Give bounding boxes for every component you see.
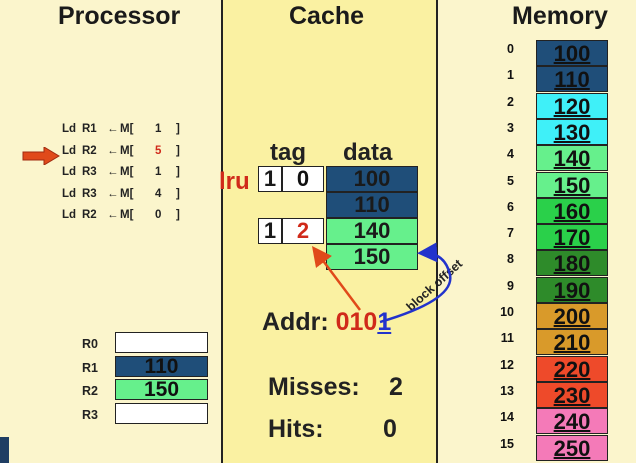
processor-title: Processor [58, 2, 181, 30]
memory-word: 130 [536, 118, 608, 145]
memory-address: 14 [500, 410, 514, 425]
instruction-address: 1 [155, 166, 162, 178]
cache-data-word: 140 [326, 218, 418, 244]
instruction-mem: M[ [120, 123, 134, 135]
memory-address: 7 [507, 226, 514, 241]
memory-address: 13 [500, 383, 514, 398]
processor-panel: Processor [0, 0, 221, 463]
register-value: 110 [115, 355, 208, 377]
cache-title: Cache [289, 2, 365, 30]
instruction-arrow: ← [107, 187, 119, 200]
memory-address: 8 [507, 252, 514, 267]
memory-address: 2 [507, 94, 514, 109]
instruction-address: 0 [155, 209, 162, 221]
hits-label: Hits: [268, 415, 324, 443]
memory-word: 200 [536, 303, 608, 329]
instruction-register: R2 [82, 209, 97, 221]
current-instruction-arrow-icon [22, 147, 60, 165]
misses-label: Misses: [268, 373, 360, 401]
instruction-op: Ld [62, 166, 77, 178]
instruction-op: Ld [62, 123, 77, 135]
memory-word: 190 [536, 276, 608, 303]
cache-data-word: 100 [326, 166, 418, 192]
misses-count: 2 [389, 373, 403, 401]
memory-address: 3 [507, 120, 514, 135]
memory-word: 140 [536, 145, 608, 172]
memory-word: 100 [536, 40, 608, 66]
instruction-close: ] [176, 187, 180, 200]
register-value [115, 402, 208, 424]
memory-word: 150 [536, 171, 608, 198]
memory-word: 170 [536, 224, 608, 251]
register-label: R1 [82, 360, 98, 375]
cache-tag: 0 [282, 166, 324, 192]
instruction-arrow: ← [107, 209, 119, 221]
instruction-address: 5 [155, 144, 162, 157]
hits-count: 0 [383, 415, 397, 443]
instruction-close: ] [176, 166, 180, 178]
instruction-op: Ld [62, 187, 77, 200]
memory-address: 6 [507, 199, 514, 214]
register-label: R0 [82, 337, 98, 351]
instruction-register: R3 [82, 166, 97, 178]
memory-address: 12 [500, 357, 514, 372]
address-label: Addr: [262, 308, 329, 336]
instruction-mem: M[ [120, 209, 134, 221]
memory-address: 11 [500, 331, 514, 346]
memory-word: 120 [536, 92, 608, 119]
register-label: R3 [82, 407, 98, 422]
register-label: R2 [82, 384, 98, 398]
lru-label: lru [219, 168, 250, 195]
instruction-close: ] [176, 144, 180, 157]
memory-word: 110 [536, 66, 608, 93]
instruction-arrow: ← [107, 144, 119, 157]
cache-valid-bit: 1 [258, 166, 282, 192]
memory-address: 5 [507, 173, 514, 188]
memory-word: 240 [536, 408, 608, 435]
address-readout: Addr: 0101 [262, 308, 391, 337]
register-value: 150 [115, 379, 208, 400]
instruction-register: R3 [82, 187, 97, 200]
instruction-mem: M[ [120, 187, 134, 200]
instruction-op: Ld [62, 144, 77, 157]
instruction-address: 1 [155, 123, 162, 135]
memory-word: 210 [536, 329, 608, 356]
cache-data-word: 150 [326, 244, 418, 270]
instruction-address: 4 [155, 187, 162, 200]
register-value [115, 332, 208, 353]
tag-header: tag [270, 139, 306, 166]
memory-address: 10 [500, 305, 514, 319]
instruction-arrow: ← [107, 123, 119, 135]
memory-address: 1 [507, 68, 514, 83]
memory-word: 160 [536, 197, 608, 224]
instruction-register: R1 [82, 123, 97, 135]
corner-mark [0, 437, 9, 463]
memory-address: 15 [500, 436, 514, 451]
instruction-register: R2 [82, 144, 97, 157]
instruction-arrow: ← [107, 166, 119, 178]
instruction-mem: M[ [120, 166, 134, 178]
address-offset-bit: 1 [377, 308, 392, 336]
cache-tag: 2 [282, 218, 324, 244]
memory-word: 220 [536, 355, 608, 382]
cache-valid-bit: 1 [258, 218, 282, 244]
memory-word: 230 [536, 381, 608, 408]
instruction-close: ] [176, 209, 180, 221]
data-header: data [343, 139, 393, 166]
memory-word: 250 [536, 434, 608, 461]
memory-address: 0 [507, 42, 514, 56]
instruction-close: ] [176, 123, 180, 135]
memory-title: Memory [512, 2, 608, 30]
address-tag-bits: 010 [335, 308, 378, 336]
cache-data-word: 110 [326, 192, 418, 218]
memory-word: 180 [536, 250, 608, 277]
memory-address: 4 [507, 147, 514, 162]
instruction-mem: M[ [120, 144, 134, 157]
instruction-op: Ld [62, 209, 77, 221]
memory-address: 9 [507, 278, 514, 293]
